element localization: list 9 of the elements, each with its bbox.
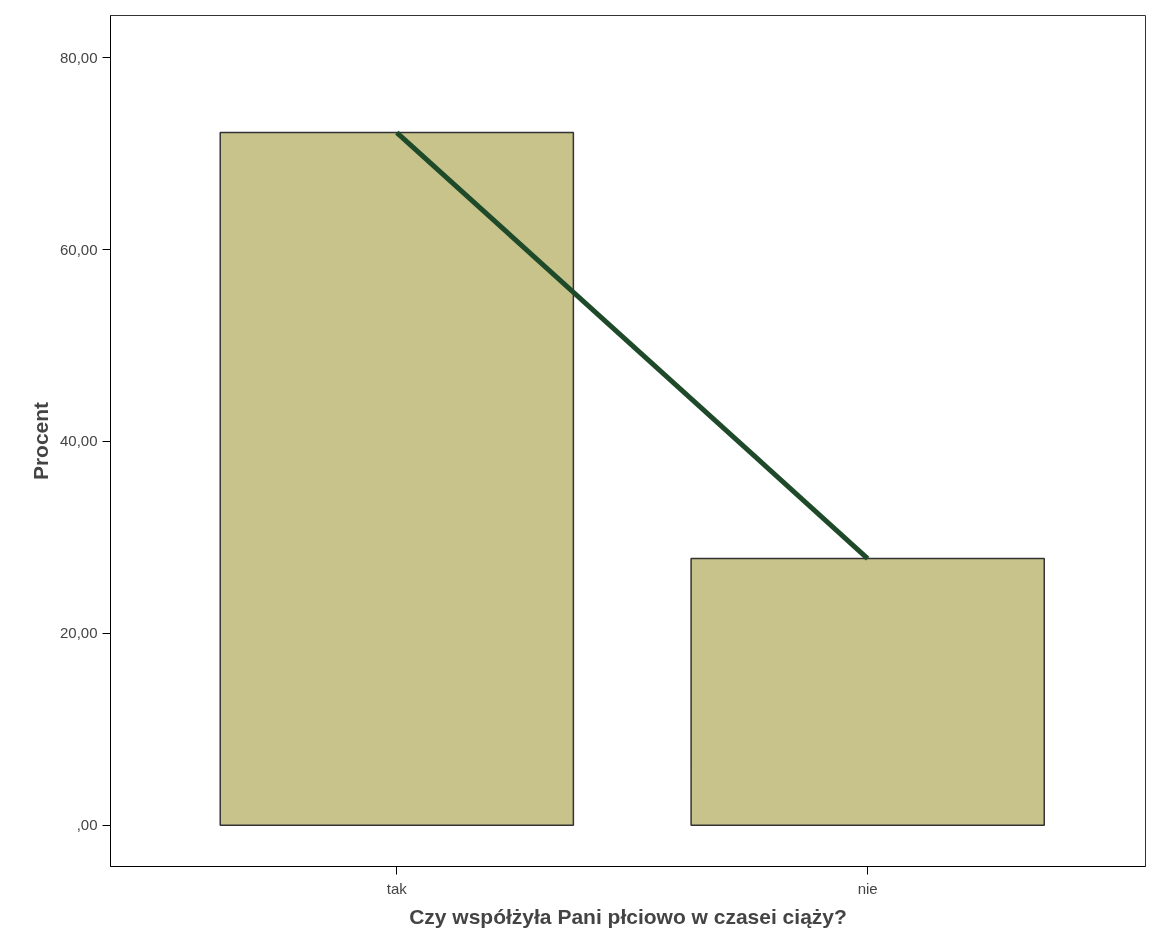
- y-tick-label: 40,00: [59, 432, 98, 450]
- x-tick-label: nie: [857, 879, 878, 897]
- y-tick-label: 20,00: [59, 624, 98, 642]
- y-tick-label: ,00: [76, 816, 98, 834]
- x-tick-label: tak: [386, 879, 408, 897]
- y-tick-label: 80,00: [59, 48, 98, 66]
- y-tick-label: 60,00: [59, 240, 98, 258]
- x-axis-title: Czy współżyła Pani płciowo w czasei ciąży?: [409, 904, 847, 928]
- y-axis-title: Procent: [28, 401, 52, 481]
